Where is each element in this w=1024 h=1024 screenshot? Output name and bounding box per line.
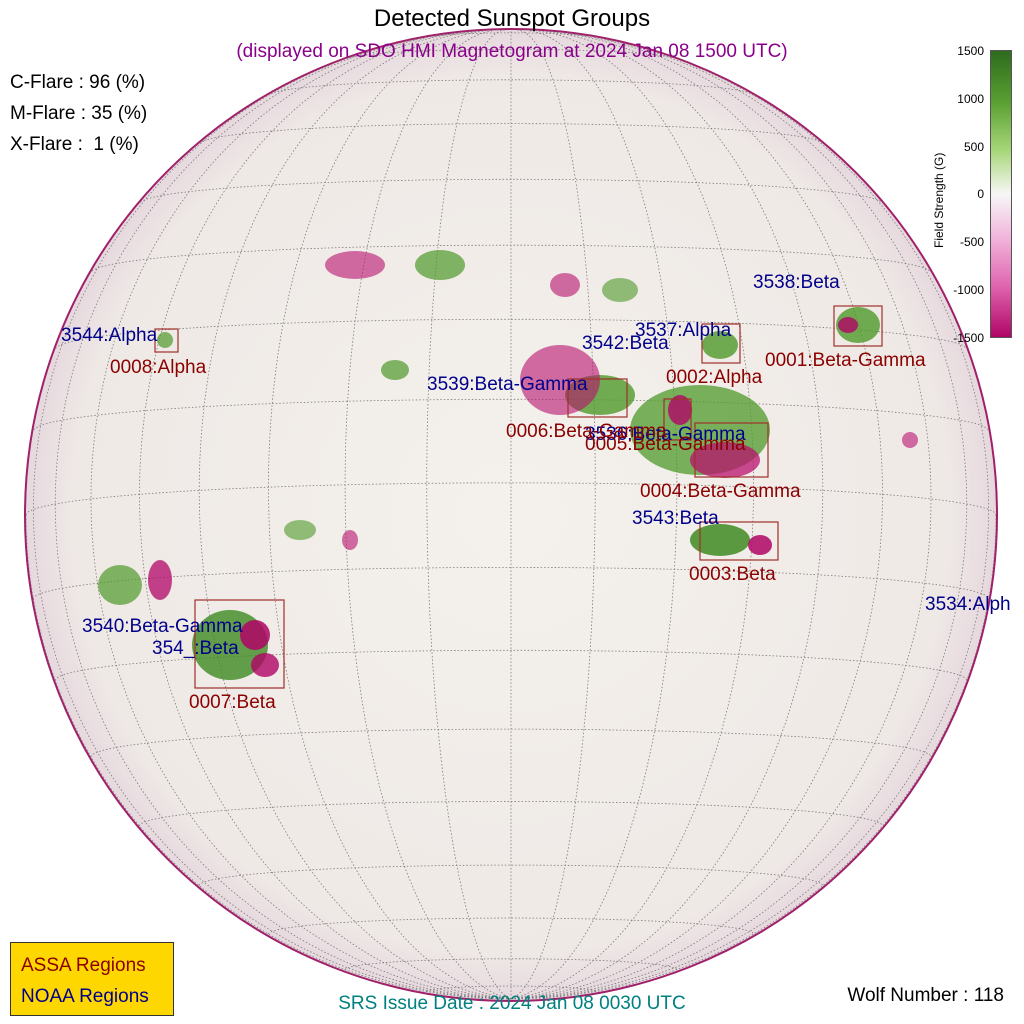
noaa-label: 3538:Beta (753, 272, 840, 293)
assa-box-0001 (833, 305, 883, 347)
noaa-label: 354_:Beta (152, 638, 239, 659)
grid-line (270, 79, 752, 95)
grid-line (426, 30, 512, 1000)
page-title: Detected Sunspot Groups (373, 5, 651, 32)
noaa-label: 3537:Alpha (635, 320, 732, 341)
grid-line (348, 48, 674, 59)
noaa-label: 3534:Alph (925, 594, 1011, 615)
assa-label: 0004:Beta-Gamma (640, 481, 801, 502)
assa-box-0002 (701, 323, 741, 364)
colorbar-tick: -500 (959, 235, 984, 249)
noaa-labels: 3538:Beta 3544:Alpha 3537:Alpha 3542:Bet… (61, 272, 1011, 659)
assa-box-0005 (663, 398, 692, 441)
legend-assa: ASSA Regions (21, 955, 146, 976)
m-flare-probability: M-Flare : 35 (%) (10, 103, 148, 124)
assa-label: 0002:Alpha (666, 367, 763, 388)
grid-line (344, 30, 512, 1000)
noaa-label: 3544:Alpha (61, 325, 158, 346)
grid-line (32, 63, 512, 1000)
page-subtitle: (displayed on SDO HMI Magnetogram at 202… (236, 41, 788, 62)
assa-box-0008 (154, 328, 179, 353)
noaa-label: 3536:Beta-Gamma (585, 424, 746, 445)
colorbar-label: Field Strength (G) (932, 152, 946, 248)
assa-label: 0008:Alpha (110, 357, 207, 378)
colorbar-tick: 500 (963, 140, 984, 154)
grid-line (510, 30, 596, 1000)
grid-line (200, 123, 822, 143)
assa-labels: 0001:Beta-Gamma 0008:Alpha 0002:Alpha 00… (110, 350, 926, 713)
grid-line (26, 514, 512, 1000)
assa-box-0003 (699, 521, 779, 561)
grid-line (198, 864, 824, 886)
noaa-label: 3542:Beta (582, 333, 669, 354)
grid-line (510, 31, 883, 1000)
legend-noaa: NOAA Regions (21, 986, 149, 1007)
noaa-label: 3540:Beta-Gamma (82, 616, 243, 637)
grid-line (510, 514, 996, 1000)
x-flare-probability: X-Flare : 1 (%) (10, 134, 139, 155)
assa-region-boxes (154, 305, 883, 689)
colorbar-tick: 1500 (957, 44, 984, 58)
assa-box-0007 (194, 599, 285, 689)
wolf-number: Wolf Number : 118 (847, 985, 1004, 1006)
srs-issue-date: SRS Issue Date : 2024 Jan 08 0030 UTC (338, 993, 686, 1014)
grid-line (510, 39, 968, 1000)
assa-label: 0006:Beta-Gamma (506, 421, 667, 442)
colorbar-tick: 0 (977, 187, 984, 201)
colorbar-tick: -1500 (953, 331, 984, 345)
region-legend: ASSA Regions NOAA Regions (10, 942, 174, 1016)
grid-line (55, 318, 967, 349)
noaa-label: 3543:Beta (632, 508, 719, 529)
field-strength-colorbar (990, 50, 1012, 338)
grid-line (510, 30, 678, 1000)
assa-box-0004 (694, 422, 769, 478)
colorbar-tick: -1000 (953, 283, 984, 297)
grid-line (510, 63, 990, 1000)
assa-box-0006 (567, 378, 628, 418)
colorbar-tick: 1000 (957, 92, 984, 106)
magnetic-regions (98, 250, 918, 680)
grid-line (139, 31, 512, 1000)
assa-label: 0003:Beta (689, 564, 776, 585)
assa-label: 0005:Beta-Gamma (585, 434, 746, 455)
grid-line (54, 39, 512, 1000)
assa-label: 0001:Beta-Gamma (765, 350, 926, 371)
heliographic-grid (26, 30, 996, 1000)
assa-label: 0007:Beta (189, 692, 276, 713)
noaa-label: 3539:Beta-Gamma (427, 374, 588, 395)
grid-line (139, 800, 883, 827)
c-flare-probability: C-Flare : 96 (%) (10, 72, 146, 93)
